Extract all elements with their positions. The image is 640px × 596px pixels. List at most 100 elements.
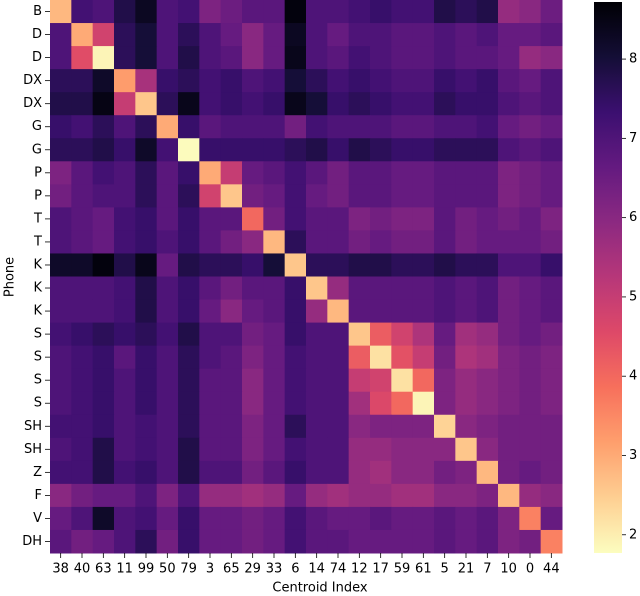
heatmap-cell [391,483,414,508]
heatmap-cell [434,460,456,485]
heatmap-cell [391,529,414,554]
heatmap-cell [284,46,307,70]
heatmap-cell [284,368,307,393]
x-tick-label: 33 [266,562,283,577]
heatmap-cell [348,345,371,370]
heatmap-cell [156,460,179,485]
heatmap-cell [199,161,222,185]
heatmap-cell [391,207,414,231]
heatmap-cell [220,92,243,116]
heatmap-cell [92,115,115,139]
heatmap-cell [284,92,307,116]
heatmap-cell [391,414,414,439]
heatmap-cell [199,23,222,47]
heatmap-cell [476,299,499,324]
heatmap-cell [71,391,94,416]
heatmap-cell [178,368,200,393]
heatmap-cell [434,368,456,393]
heatmap-cell [327,184,350,208]
heatmap-cell [370,92,392,116]
heatmap-cell [412,253,435,277]
heatmap-cell [156,322,179,347]
heatmap-cell [284,276,307,301]
heatmap-cell [434,138,456,162]
heatmap-cell [412,138,435,162]
heatmap-cell [284,322,307,347]
heatmap-cell [306,414,328,439]
heatmap-cell [348,23,371,47]
heatmap-cell [348,414,371,439]
heatmap-cell [178,529,200,554]
heatmap-cell [540,0,563,24]
heatmap-cell [178,92,200,116]
heatmap-cell [519,207,542,231]
heatmap-cell [199,460,222,485]
heatmap-cell [135,345,158,370]
heatmap-cell [156,368,179,393]
heatmap-cell [242,92,264,116]
heatmap-cell [476,414,499,439]
heatmap-cell [284,391,307,416]
heatmap-cell [135,69,158,93]
heatmap-cell [412,69,435,93]
heatmap-cell [391,460,414,485]
heatmap-cell [199,368,222,393]
heatmap-cell [92,299,115,324]
heatmap-cell [242,368,264,393]
heatmap-cell [519,483,542,508]
x-tick-label: 7 [483,562,491,577]
heatmap-cell [284,437,307,462]
heatmap-cell [540,506,563,531]
heatmap-cell [370,46,392,70]
x-tick-label: 44 [543,562,560,577]
heatmap-cell [135,184,158,208]
colorbar [594,2,622,553]
heatmap-cell [135,230,158,254]
heatmap-cell [348,253,371,277]
heatmap-cell [498,161,520,185]
heatmap-cell [284,184,307,208]
heatmap-cell [455,276,478,301]
heatmap-cell [370,138,392,162]
heatmap-cell [455,437,478,462]
heatmap-cell [498,184,520,208]
heatmap-cell [242,138,264,162]
heatmap-cell [306,253,328,277]
heatmap-cell [92,368,115,393]
heatmap-cell [220,391,243,416]
heatmap-cell [348,322,371,347]
y-tick-label: K [33,304,42,319]
heatmap-cell [242,0,264,24]
heatmap-cell [412,161,435,185]
heatmap-cell [519,276,542,301]
heatmap-cell [306,276,328,301]
heatmap-cell [348,0,371,24]
heatmap-cell [242,322,264,347]
heatmap-cell [348,483,371,508]
heatmap-cell [50,207,72,231]
heatmap-cell [412,115,435,139]
heatmap-cell [455,368,478,393]
heatmap-cell [519,414,542,439]
heatmap-cell [348,69,371,93]
heatmap-cell [92,184,115,208]
heatmap-cell [92,322,115,347]
heatmap-cell [92,391,115,416]
heatmap-cell [306,92,328,116]
heatmap-cell [306,299,328,324]
heatmap-cell [370,69,392,93]
heatmap-cell [50,161,72,185]
heatmap-cell [71,483,94,508]
heatmap-cell [306,161,328,185]
heatmap-cell [327,138,350,162]
heatmap-cell [242,207,264,231]
heatmap-cell [199,437,222,462]
x-tick-label: 29 [244,562,261,577]
heatmap-cell [71,529,94,554]
heatmap-cell [263,207,286,231]
y-tick-label: S [34,396,42,411]
x-tick-label: 40 [74,562,91,577]
heatmap-cell [199,345,222,370]
heatmap-cell [178,506,200,531]
heatmap-cell [114,391,136,416]
